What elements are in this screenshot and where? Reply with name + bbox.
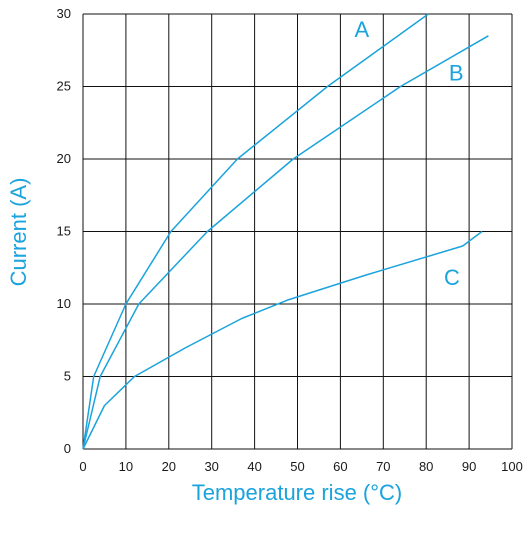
x-tick-label: 60 (333, 459, 347, 474)
x-tick-labels: 0 10 20 30 40 50 60 70 80 90 100 (79, 459, 522, 474)
grid (82, 13, 513, 450)
x-tick-label: 100 (501, 459, 523, 474)
y-tick-label: 10 (57, 296, 71, 311)
series-lines (82, 13, 489, 450)
y-axis-title: Current (A) (6, 178, 31, 287)
y-tick-label: 25 (57, 79, 71, 94)
x-tick-label: 80 (419, 459, 433, 474)
y-tick-label: 0 (64, 441, 71, 456)
x-axis-title: Temperature rise (°C) (192, 480, 403, 505)
series-label-a: A (355, 17, 370, 42)
x-tick-label: 20 (162, 459, 176, 474)
x-tick-label: 10 (119, 459, 133, 474)
series-line-c (82, 230, 483, 450)
x-tick-label: 50 (290, 459, 304, 474)
series-label-c: C (444, 265, 460, 290)
y-tick-labels: 0 5 10 15 20 25 30 (57, 6, 71, 456)
series-line-b (82, 35, 489, 450)
series-line-a (82, 13, 429, 450)
x-tick-label: 0 (79, 459, 86, 474)
x-tick-label: 90 (462, 459, 476, 474)
y-tick-label: 30 (57, 6, 71, 21)
x-tick-label: 70 (376, 459, 390, 474)
y-tick-label: 15 (57, 224, 71, 239)
y-tick-label: 5 (64, 369, 71, 384)
x-tick-label: 30 (204, 459, 218, 474)
y-tick-label: 20 (57, 151, 71, 166)
series-labels: A B C (355, 17, 464, 290)
series-label-b: B (449, 61, 464, 86)
x-tick-label: 40 (247, 459, 261, 474)
